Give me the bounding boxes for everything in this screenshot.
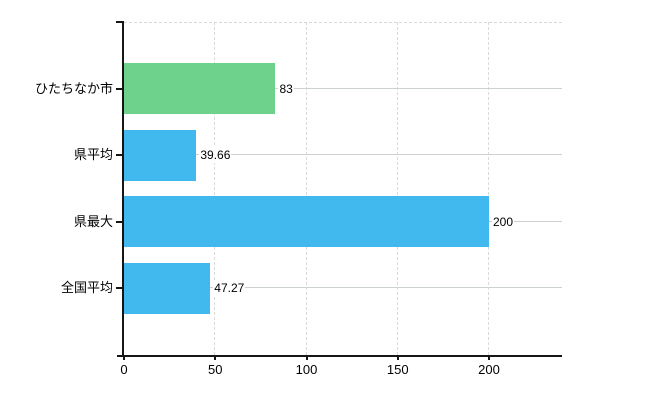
value-label: 200 (492, 213, 515, 230)
x-axis-tick (123, 355, 125, 360)
value-label: 39.66 (199, 147, 232, 164)
y-axis-tick (116, 154, 124, 157)
category-label: 県平均 (73, 147, 113, 163)
x-axis-tick (214, 355, 217, 360)
bar (124, 63, 276, 115)
y-axis-tick (116, 220, 124, 223)
value-label: 47.27 (213, 280, 246, 297)
x-axis-tick-label: 50 (208, 362, 223, 377)
x-axis-tick-label: 0 (120, 362, 128, 377)
bar (124, 262, 211, 314)
bar (124, 129, 197, 181)
horizontal-gridline (124, 287, 562, 289)
x-axis-left-extension (117, 355, 124, 357)
x-axis-tick-label: 150 (386, 362, 409, 377)
value-label: 83 (278, 80, 294, 97)
horizontal-gridline (124, 154, 562, 156)
y-axis-tick (116, 87, 124, 90)
x-axis-tick-label: 200 (478, 362, 500, 377)
vertical-gridline (305, 22, 307, 355)
y-axis-top-tick (116, 21, 124, 23)
horizontal-gridline (124, 87, 562, 89)
plot-area: 0 50 100 150 200 ひたちなか市 83 県平均 39.66 県最大 200 全国平均 47… (35, 21, 562, 377)
category-label: 県最大 (73, 213, 113, 229)
vertical-gridline (214, 22, 216, 355)
x-axis-tick-label: 100 (295, 362, 318, 377)
x-axis-tick (396, 355, 399, 360)
vertical-gridline (488, 22, 489, 355)
y-axis-tick (116, 287, 124, 290)
x-axis-tick (305, 355, 308, 360)
category-label: ひたちなか市 (34, 80, 113, 96)
vertical-gridline (396, 22, 398, 355)
category-label: 全国平均 (60, 280, 113, 296)
x-axis-tick (488, 355, 490, 360)
top-gridline (124, 22, 562, 23)
bar (124, 196, 489, 248)
